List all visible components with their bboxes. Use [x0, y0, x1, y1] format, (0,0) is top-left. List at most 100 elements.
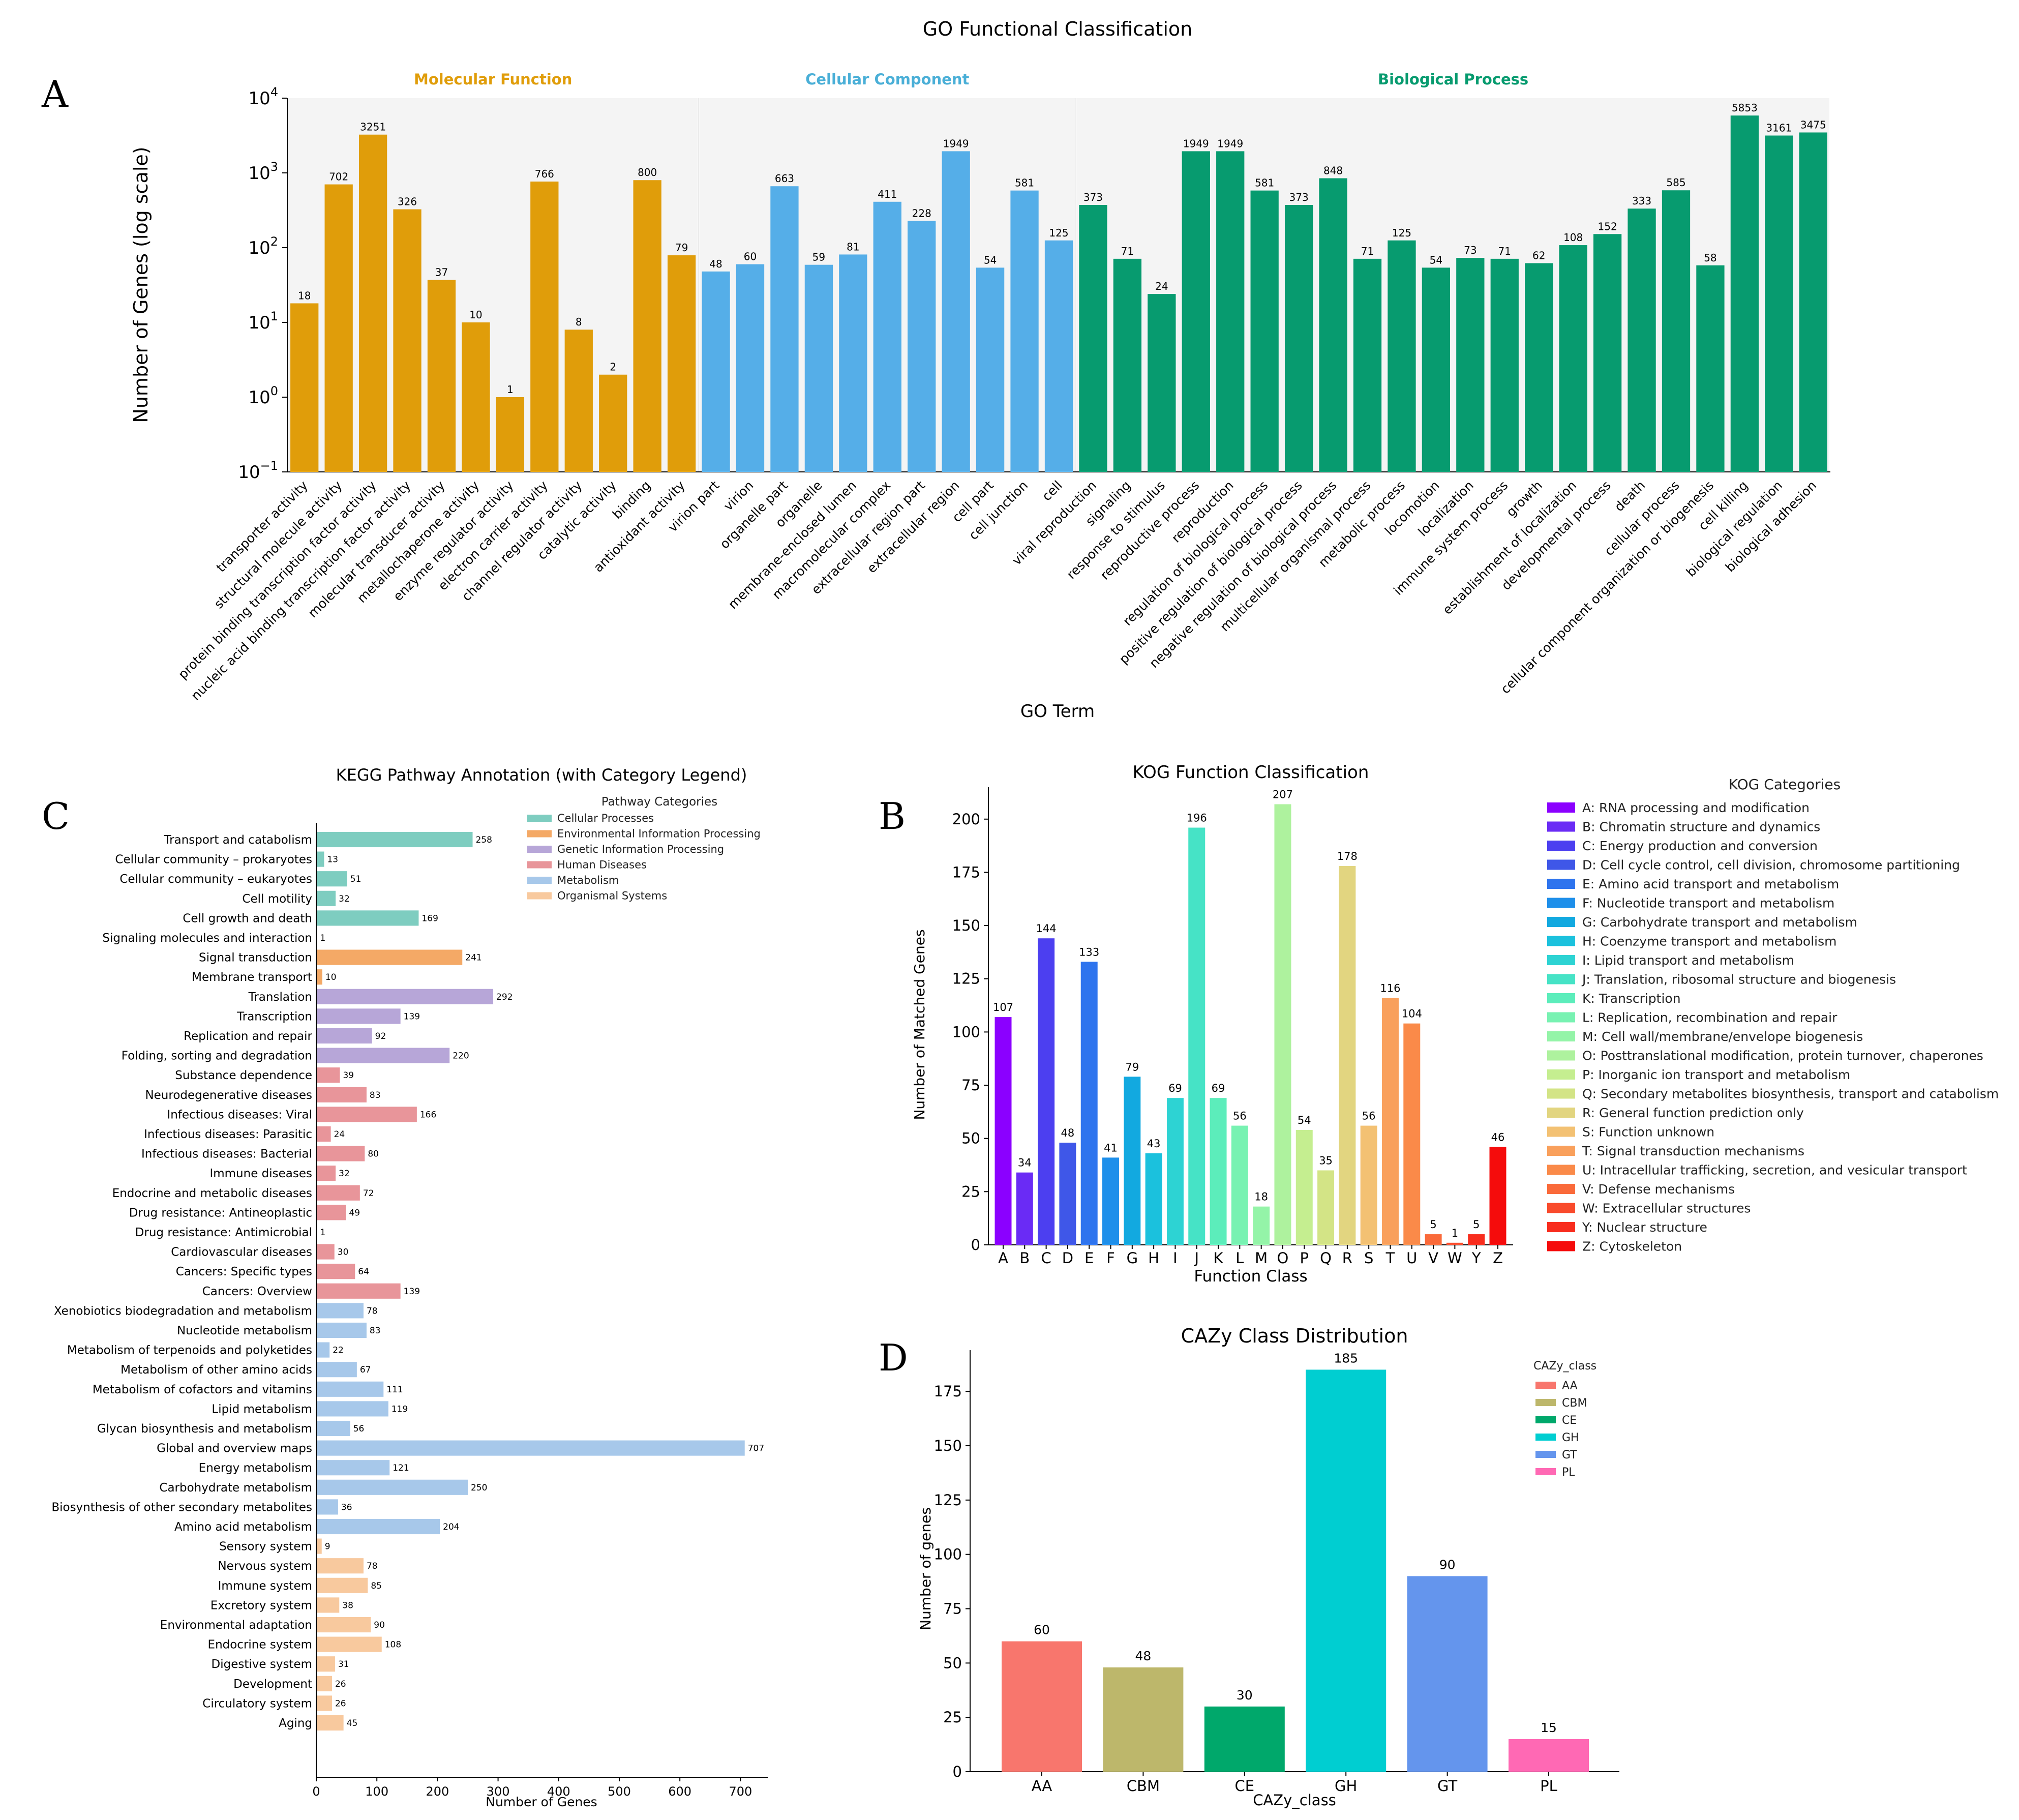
- kegg-legend-label: Cellular Processes: [557, 812, 654, 824]
- kegg-bar-infectious-diseases-parasitic: [316, 1126, 331, 1142]
- kog-legend-label: I: Lipid transport and metabolism: [1582, 953, 1794, 968]
- kegg-legend-label: Organismal Systems: [557, 890, 667, 902]
- go-data-label: 54: [1430, 254, 1442, 266]
- kog-x-tick-label: I: [1173, 1249, 1178, 1267]
- kegg-bar-endocrine-and-metabolic-diseases: [316, 1185, 360, 1201]
- kegg-data-label: 83: [370, 1090, 381, 1100]
- go-bars: 18 702 3251 326 37 10 1 766 8 2 800 79 48 60 663 59 81 41…: [290, 102, 1827, 472]
- go-group-label-molecular-function: Molecular Function: [414, 71, 572, 88]
- kog-y-tick-label: 75: [961, 1077, 980, 1094]
- cazy-data-label: 90: [1439, 1557, 1456, 1572]
- kog-legend-swatch-m: [1547, 1031, 1575, 1041]
- kog-legend-swatch-k: [1547, 993, 1575, 1003]
- kegg-legend-title: Pathway Categories: [601, 795, 717, 809]
- kegg-bar-infectious-diseases-bacterial: [316, 1146, 365, 1161]
- kog-legend-label: A: RNA processing and modification: [1582, 800, 1810, 815]
- kegg-data-label: 139: [404, 1011, 420, 1022]
- panel-letter-c: C: [42, 795, 70, 838]
- kog-legend-swatch-z: [1547, 1241, 1575, 1251]
- kog-legend-label: G: Carbohydrate transport and metabolism: [1582, 915, 1857, 930]
- kog-legend-label: J: Translation, ribosomal structure and …: [1581, 972, 1896, 987]
- go-bar-transporter-activity: [290, 303, 319, 472]
- kegg-bar-neurodegenerative-diseases: [316, 1087, 367, 1102]
- kog-legend-label: U: Intracellular trafficking, secretion,…: [1582, 1163, 1967, 1178]
- cazy-y-axis-label: Number of genes: [917, 1507, 934, 1630]
- kog-x-tick-label: Q: [1320, 1249, 1332, 1267]
- go-data-label: 411: [878, 188, 897, 200]
- kegg-data-label: 121: [393, 1463, 409, 1473]
- kog-legend-label: V: Defense mechanisms: [1582, 1182, 1735, 1197]
- kegg-legend: Pathway Categories Cellular Processes Envi…: [527, 795, 761, 902]
- kog-chart-title: KOG Function Classification: [1133, 762, 1369, 783]
- kog-x-tick-label: V: [1428, 1249, 1438, 1267]
- kegg-y-tick-label: Nucleotide metabolism: [177, 1324, 312, 1337]
- cazy-x-tick-label: GT: [1437, 1777, 1457, 1795]
- kegg-bar-signal-transduction: [316, 949, 463, 965]
- go-bar-cell: [1044, 240, 1073, 472]
- kegg-bar-nucleotide-metabolism: [316, 1322, 367, 1338]
- go-group-label-biological-process: Biological Process: [1378, 71, 1528, 88]
- kog-x-tick-label: K: [1214, 1249, 1224, 1267]
- go-bar-negative-regulation-of-biological-process: [1319, 178, 1347, 472]
- kog-data-label: 35: [1319, 1154, 1333, 1167]
- kog-bar-p: [1295, 1129, 1313, 1245]
- cazy-x-axis-label: CAZy_class: [1253, 1792, 1336, 1809]
- kog-x-tick-label: E: [1084, 1249, 1094, 1267]
- kog-data-label: 56: [1233, 1110, 1247, 1122]
- kog-legend-swatch-v: [1547, 1184, 1575, 1194]
- cazy-legend-label: GH: [1562, 1431, 1579, 1444]
- go-bar-reproductive-process: [1182, 151, 1210, 472]
- kegg-x-tick-label: 600: [668, 1784, 691, 1799]
- cazy-chart: CAZy Class Distribution 0 25 50 75 100 125 150…: [917, 1325, 1619, 1809]
- cazy-legend-label: PL: [1562, 1466, 1575, 1479]
- go-bar-binding: [633, 180, 661, 472]
- cazy-data-label: 30: [1237, 1688, 1253, 1703]
- kegg-x-tick-label: 300: [487, 1784, 510, 1799]
- kog-legend-swatch-o: [1547, 1050, 1575, 1061]
- kegg-legend-swatch-environmental-information-processing: [527, 830, 552, 838]
- go-data-label: 125: [1392, 227, 1411, 239]
- kog-bar-u: [1403, 1023, 1421, 1245]
- kog-x-tick-label: W: [1448, 1249, 1462, 1267]
- go-bar-molecular-transducer-activity: [427, 280, 456, 472]
- kegg-data-label: 45: [347, 1718, 358, 1728]
- kog-y-tick-label: 150: [952, 917, 980, 934]
- kog-legend-swatch-y: [1547, 1222, 1575, 1232]
- go-data-label: 73: [1464, 244, 1476, 256]
- kegg-bar-cancers-specific-types: [316, 1264, 355, 1279]
- kog-legend-swatch-c: [1547, 841, 1575, 851]
- go-data-label: 60: [744, 251, 757, 263]
- kegg-data-label: 292: [496, 992, 513, 1002]
- kegg-y-tick-label: Infectious diseases: Parasitic: [144, 1128, 312, 1141]
- kog-data-label: 1: [1452, 1227, 1458, 1239]
- kegg-y-tick-label: Cell growth and death: [183, 912, 312, 925]
- kegg-data-label: 64: [358, 1267, 369, 1277]
- go-y-tick-label: 102: [248, 234, 278, 258]
- cazy-bar-gh: [1306, 1369, 1387, 1772]
- go-data-label: 3161: [1766, 122, 1792, 134]
- kog-legend-label: W: Extracellular structures: [1582, 1201, 1751, 1216]
- kog-x-tick-label: C: [1041, 1249, 1051, 1267]
- kog-x-tick-label: O: [1277, 1249, 1289, 1267]
- kegg-data-label: 13: [327, 855, 338, 865]
- go-bar-multicellular-organismal-process: [1353, 258, 1382, 472]
- go-data-label: 702: [329, 171, 348, 183]
- kegg-data-label: 85: [371, 1581, 382, 1591]
- cazy-legend-label: GT: [1562, 1449, 1577, 1461]
- kegg-y-tick-label: Lipid metabolism: [212, 1403, 312, 1416]
- kog-legend-swatch-l: [1547, 1012, 1575, 1023]
- kegg-data-label: 72: [363, 1188, 374, 1199]
- kog-x-tick-label: P: [1300, 1249, 1309, 1267]
- kegg-data-label: 26: [335, 1679, 346, 1689]
- go-bar-reproduction: [1216, 151, 1245, 472]
- kegg-bar-substance-dependence: [316, 1067, 340, 1083]
- go-bar-enzyme-regulator-activity: [496, 397, 525, 472]
- kog-bar-z: [1489, 1147, 1506, 1245]
- kog-bar-q: [1317, 1170, 1335, 1245]
- go-bar-extracellular-region-part: [908, 221, 936, 472]
- go-bar-protein-binding-transcription-factor-activity: [358, 134, 387, 472]
- kegg-y-tick-label: Xenobiotics biodegradation and metabolis…: [54, 1304, 312, 1318]
- kegg-y-tick-label: Drug resistance: Antineoplastic: [129, 1206, 312, 1219]
- kegg-y-tick-label: Folding, sorting and degradation: [122, 1050, 312, 1063]
